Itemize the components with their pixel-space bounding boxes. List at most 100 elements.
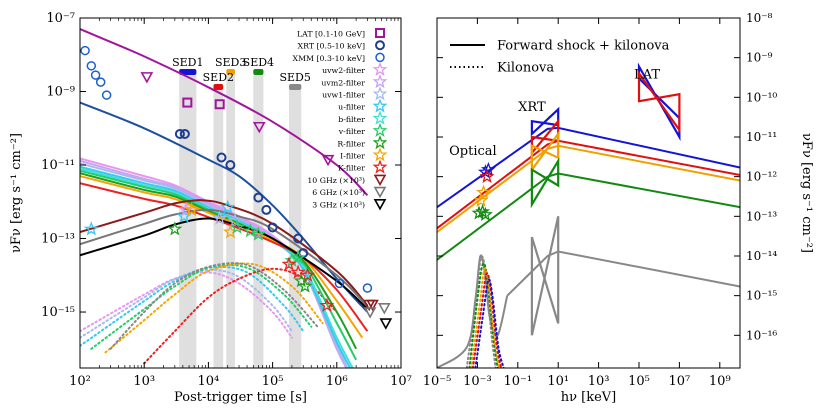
y-axis-label: νFν [erg s⁻¹ cm⁻²]: [799, 133, 814, 253]
y-tick-label: 10⁻¹³: [41, 232, 75, 247]
data-point: [227, 213, 243, 228]
data-point: [253, 192, 264, 203]
legend-marker: [375, 28, 385, 38]
x-tick-label: 10⁻³: [463, 374, 492, 389]
right-chart-sed: Optical XRT LAT 10⁻⁵ 10⁻³ 10⁻¹ 10¹ 10³ 10⁵ 10⁷ 10⁹…: [423, 11, 814, 405]
lat-bowtie: [637, 69, 681, 134]
data-point: [362, 283, 373, 293]
y-tick-label: 10⁻¹⁶: [746, 328, 777, 342]
data-point: [293, 273, 309, 288]
legend-label: 3 GHz (×10³): [312, 200, 365, 209]
model-line: [80, 199, 369, 307]
data-point: [290, 264, 306, 279]
x-tick-label: 10⁻¹: [503, 374, 532, 389]
sed-band-label: SED1: [172, 56, 203, 69]
data-point: [293, 233, 304, 244]
optical-point: [479, 168, 495, 183]
legend-marker: [372, 73, 388, 89]
data-point: [212, 210, 228, 225]
sed-band-cap: [179, 69, 197, 75]
legend-marker: [372, 98, 388, 113]
model-line: [80, 101, 369, 313]
plot-frame: [79, 17, 402, 369]
y-tick-label: 10⁻⁹: [746, 51, 773, 65]
kilonova-dotted-line: [80, 271, 293, 339]
legend-marker: [372, 134, 388, 150]
sed-line: [506, 250, 740, 297]
data-point: [290, 249, 306, 265]
legend-label: I-filter: [340, 152, 365, 161]
legend-label: XRT [0.5-10 keV]: [298, 42, 365, 51]
kilonova-dotted-line: [471, 272, 503, 368]
legend-label: uvm2-filter: [321, 78, 365, 87]
data-point: [220, 199, 236, 214]
legend-label: Forward shock + kilonova: [497, 39, 670, 54]
sed-band: [213, 90, 224, 368]
xrt-bowtie: [530, 106, 560, 137]
legend-label: uvw1-filter: [322, 91, 365, 100]
data-point: [179, 128, 190, 139]
legend-marker: [372, 110, 388, 125]
legend-marker: [373, 174, 387, 187]
optical-point: [477, 206, 493, 221]
data-point: [261, 204, 272, 215]
model-line: [80, 217, 369, 310]
data-point: [174, 128, 185, 139]
y-tick-label: 10⁻¹⁰: [746, 90, 777, 104]
data-point: [83, 221, 99, 236]
x-tick-label: 10⁵: [262, 374, 284, 389]
data-point: [184, 201, 200, 217]
legend-label: Kilonova: [497, 61, 554, 76]
sed-band-cap: [213, 84, 224, 90]
x-tick-label: 10⁵: [628, 374, 650, 389]
sed-band-label: SED5: [279, 71, 310, 84]
y-tick-label: 10⁻¹⁵: [41, 305, 75, 320]
sed-band-label: SED2: [203, 71, 234, 84]
x-tick-label: 10³: [133, 374, 155, 389]
x-tick-label: 10⁶: [326, 374, 348, 389]
data-point: [242, 223, 258, 238]
optical-point: [480, 161, 496, 176]
x-tick-label: 10⁷: [669, 374, 691, 389]
legend: Forward shock + kilonova Kilonova: [450, 39, 670, 76]
y-tick-label: 10⁻¹¹: [746, 130, 777, 144]
legend: LAT [0.1-10 GeV] XRT [0.5-10 keV] XMM [0.3…: [293, 28, 388, 211]
data-point: [229, 219, 245, 234]
legend-label: uvw2-filter: [322, 66, 365, 75]
legend-marker: [372, 159, 388, 174]
data-point: [86, 61, 97, 71]
model-line: [80, 167, 354, 368]
legend-label: R-filter: [337, 139, 365, 148]
optical-point: [476, 184, 491, 199]
xrt-bowtie: [530, 130, 560, 174]
data-point: [101, 90, 112, 100]
data-point: [281, 256, 297, 271]
legend-label: K-filter: [338, 164, 365, 173]
sed-band-label: SED3: [215, 56, 246, 69]
data-point: [334, 278, 345, 289]
legend-label: u-filter: [338, 103, 365, 112]
x-tick-label: 10⁹: [709, 374, 731, 389]
x-tick-label: 10³: [588, 374, 610, 389]
legend-marker: [372, 147, 388, 162]
sed-band-cap: [253, 69, 264, 75]
annotation-label: LAT: [634, 67, 660, 82]
kilonova-dotted-line: [80, 265, 305, 347]
legend-marker: [372, 61, 388, 77]
data-point: [300, 267, 315, 282]
y-tick-label: 10⁻⁷: [46, 11, 75, 26]
sed-band-cap: [226, 69, 236, 75]
data-point: [214, 99, 225, 110]
kilonova-dotted-line: [80, 268, 293, 339]
legend-label: LAT [0.1-10 GeV]: [297, 30, 365, 39]
data-point: [95, 77, 106, 87]
legend-label: v-filter: [338, 127, 365, 136]
optical-point: [473, 192, 489, 207]
plot-area: [437, 62, 740, 368]
data-point: [250, 226, 266, 241]
xrt-bowtie: [530, 156, 560, 209]
kilonova-dotted-line: [470, 267, 501, 368]
data-point: [216, 152, 227, 163]
y-tick-label: 10⁻¹²: [746, 170, 777, 184]
